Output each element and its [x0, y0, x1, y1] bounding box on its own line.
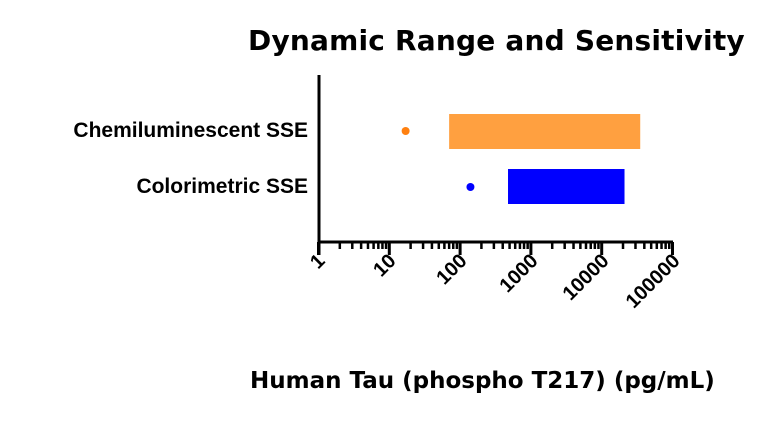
x-axis-ticks [317, 242, 674, 255]
sensitivity-point-chemiluminescent [401, 127, 410, 135]
range-bar-colorimetric [508, 169, 625, 204]
category-label-colorimetric: Colorimetric SSE [136, 175, 308, 198]
x-tick-label: 10000 [559, 250, 614, 305]
x-axis-title: Human Tau (phospho T217) (pg/mL) [250, 368, 715, 394]
chart-title: Dynamic Range and Sensitivity [248, 24, 745, 57]
range-bar-chemiluminescent [449, 114, 641, 149]
x-tick-label: 100000 [622, 250, 685, 313]
x-tick-label: 100 [432, 250, 471, 289]
x-tick-label: 1000 [496, 250, 543, 297]
category-label-chemiluminescent: Chemiluminescent SSE [73, 119, 308, 142]
sensitivity-point-colorimetric [466, 183, 475, 191]
x-tick-label: 10 [369, 250, 400, 281]
